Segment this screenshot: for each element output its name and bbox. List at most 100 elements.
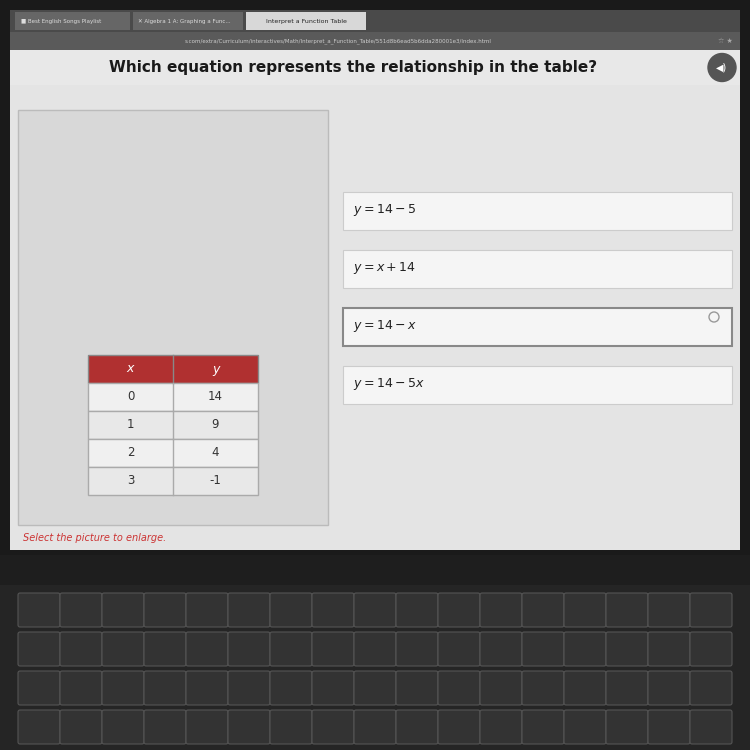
FancyBboxPatch shape [102, 671, 144, 705]
FancyBboxPatch shape [690, 593, 732, 627]
FancyBboxPatch shape [438, 632, 480, 666]
FancyBboxPatch shape [270, 632, 312, 666]
FancyBboxPatch shape [606, 710, 648, 744]
FancyBboxPatch shape [438, 593, 480, 627]
FancyBboxPatch shape [18, 593, 60, 627]
FancyBboxPatch shape [343, 308, 732, 346]
FancyBboxPatch shape [312, 710, 354, 744]
Text: y: y [211, 362, 219, 376]
FancyBboxPatch shape [228, 632, 270, 666]
FancyBboxPatch shape [186, 671, 228, 705]
FancyBboxPatch shape [396, 632, 438, 666]
Text: 9: 9 [211, 419, 219, 431]
FancyBboxPatch shape [0, 0, 750, 555]
FancyBboxPatch shape [438, 671, 480, 705]
FancyBboxPatch shape [690, 632, 732, 666]
FancyBboxPatch shape [0, 555, 750, 585]
FancyBboxPatch shape [144, 593, 186, 627]
Text: Interpret a Function Table: Interpret a Function Table [266, 19, 346, 23]
Text: $y = 14 - 5x$: $y = 14 - 5x$ [353, 376, 424, 392]
FancyBboxPatch shape [88, 355, 258, 383]
FancyBboxPatch shape [10, 85, 740, 550]
FancyBboxPatch shape [522, 593, 564, 627]
Text: Select the picture to enlarge.: Select the picture to enlarge. [23, 533, 166, 543]
FancyBboxPatch shape [312, 671, 354, 705]
FancyBboxPatch shape [246, 12, 366, 30]
FancyBboxPatch shape [60, 593, 102, 627]
Text: ✕ Algebra 1 A: Graphing a Func...: ✕ Algebra 1 A: Graphing a Func... [138, 19, 231, 23]
FancyBboxPatch shape [690, 671, 732, 705]
FancyBboxPatch shape [522, 710, 564, 744]
FancyBboxPatch shape [10, 10, 740, 32]
FancyBboxPatch shape [102, 710, 144, 744]
FancyBboxPatch shape [102, 593, 144, 627]
FancyBboxPatch shape [186, 593, 228, 627]
Text: ☆ ★: ☆ ★ [718, 38, 732, 44]
FancyBboxPatch shape [228, 671, 270, 705]
Text: ◀): ◀) [716, 62, 728, 73]
Text: Which equation represents the relationship in the table?: Which equation represents the relationsh… [109, 60, 597, 75]
Text: s.com/extra/Curriculum/interactives/Math/Interpret_a_Function_Table/551d8b6ead5b: s.com/extra/Curriculum/interactives/Math… [185, 38, 492, 44]
FancyBboxPatch shape [60, 671, 102, 705]
FancyBboxPatch shape [18, 671, 60, 705]
FancyBboxPatch shape [480, 710, 522, 744]
FancyBboxPatch shape [396, 593, 438, 627]
Text: 2: 2 [127, 446, 134, 460]
FancyBboxPatch shape [606, 671, 648, 705]
FancyBboxPatch shape [648, 710, 690, 744]
FancyBboxPatch shape [354, 632, 396, 666]
FancyBboxPatch shape [396, 710, 438, 744]
Text: 1: 1 [127, 419, 134, 431]
FancyBboxPatch shape [354, 671, 396, 705]
FancyBboxPatch shape [564, 593, 606, 627]
Text: 3: 3 [127, 475, 134, 488]
FancyBboxPatch shape [354, 593, 396, 627]
FancyBboxPatch shape [564, 632, 606, 666]
Text: 0: 0 [127, 391, 134, 404]
Text: $y = 14 - 5$: $y = 14 - 5$ [353, 202, 416, 218]
FancyBboxPatch shape [10, 10, 740, 550]
Text: -1: -1 [209, 475, 221, 488]
FancyBboxPatch shape [228, 710, 270, 744]
FancyBboxPatch shape [480, 671, 522, 705]
FancyBboxPatch shape [690, 710, 732, 744]
FancyBboxPatch shape [270, 710, 312, 744]
FancyBboxPatch shape [60, 632, 102, 666]
FancyBboxPatch shape [102, 632, 144, 666]
FancyBboxPatch shape [343, 365, 732, 404]
FancyBboxPatch shape [88, 439, 258, 467]
Text: $y = 14 - x$: $y = 14 - x$ [353, 319, 417, 334]
FancyBboxPatch shape [312, 632, 354, 666]
FancyBboxPatch shape [396, 671, 438, 705]
FancyBboxPatch shape [144, 632, 186, 666]
Text: $y = x + 14$: $y = x + 14$ [353, 260, 416, 277]
FancyBboxPatch shape [564, 671, 606, 705]
FancyBboxPatch shape [270, 671, 312, 705]
FancyBboxPatch shape [15, 12, 130, 30]
FancyBboxPatch shape [88, 411, 258, 439]
FancyBboxPatch shape [186, 632, 228, 666]
FancyBboxPatch shape [480, 632, 522, 666]
FancyBboxPatch shape [438, 710, 480, 744]
Text: 14: 14 [208, 391, 223, 404]
FancyBboxPatch shape [648, 632, 690, 666]
FancyBboxPatch shape [133, 12, 243, 30]
FancyBboxPatch shape [343, 250, 732, 287]
FancyBboxPatch shape [606, 593, 648, 627]
FancyBboxPatch shape [18, 110, 328, 525]
FancyBboxPatch shape [18, 710, 60, 744]
FancyBboxPatch shape [144, 710, 186, 744]
FancyBboxPatch shape [270, 593, 312, 627]
Text: 4: 4 [211, 446, 219, 460]
FancyBboxPatch shape [522, 632, 564, 666]
FancyBboxPatch shape [88, 383, 258, 411]
FancyBboxPatch shape [144, 671, 186, 705]
FancyBboxPatch shape [480, 593, 522, 627]
FancyBboxPatch shape [10, 32, 740, 50]
FancyBboxPatch shape [648, 671, 690, 705]
FancyBboxPatch shape [312, 593, 354, 627]
FancyBboxPatch shape [186, 710, 228, 744]
FancyBboxPatch shape [10, 50, 740, 85]
FancyBboxPatch shape [88, 467, 258, 495]
FancyBboxPatch shape [522, 671, 564, 705]
